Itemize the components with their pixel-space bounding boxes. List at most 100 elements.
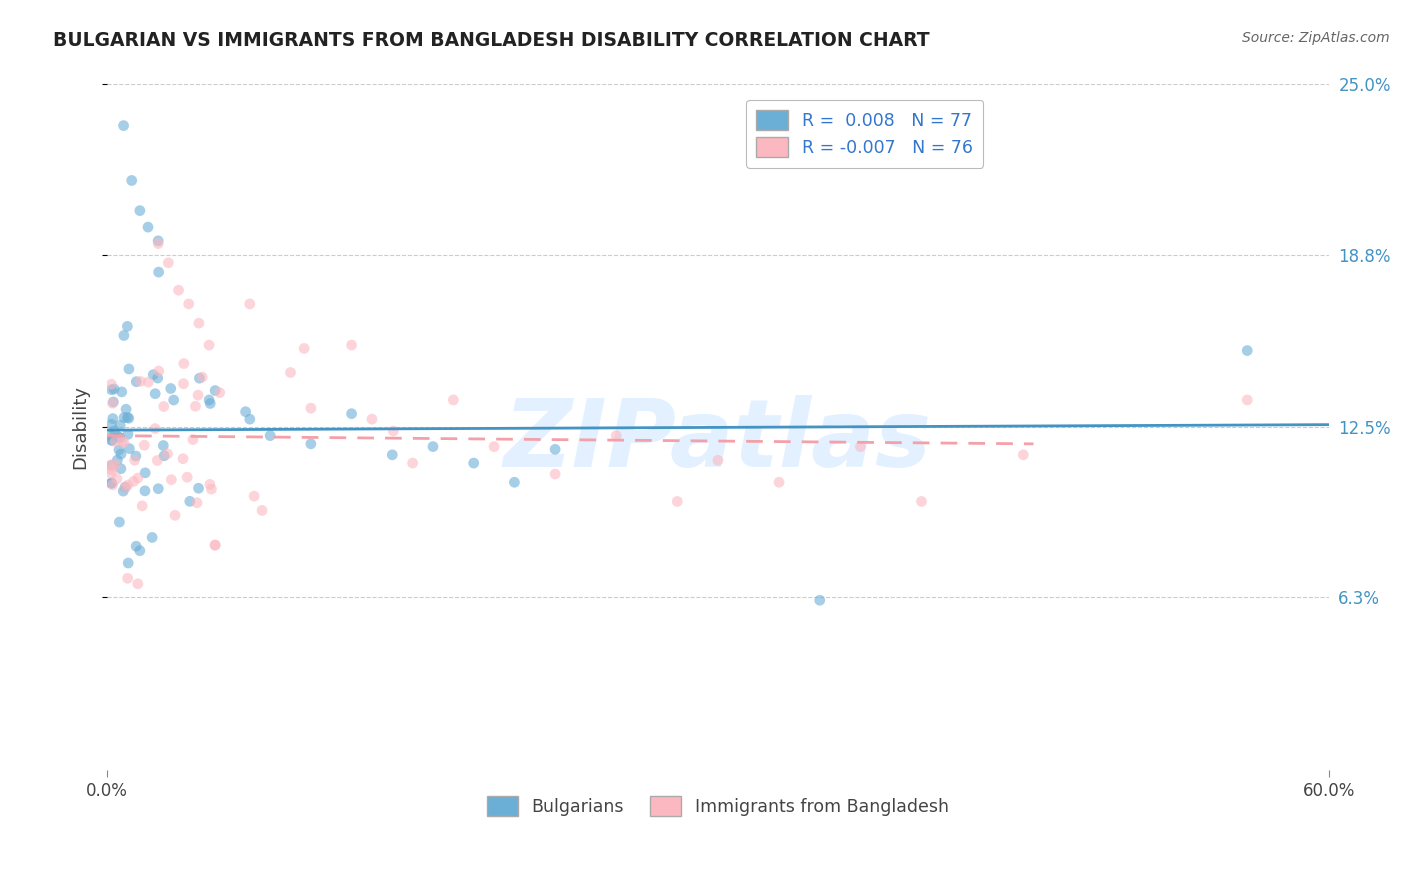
Point — [111, 434, 134, 449]
Point — [163, 392, 186, 407]
Point — [100, 377, 122, 392]
Point — [181, 433, 204, 447]
Point — [340, 338, 363, 352]
Point — [142, 368, 165, 382]
Point — [141, 531, 163, 545]
Point — [128, 543, 150, 558]
Point — [143, 421, 166, 435]
Point — [157, 256, 180, 270]
Point — [110, 461, 132, 475]
Point — [204, 538, 226, 552]
Point — [134, 483, 156, 498]
Point — [422, 440, 444, 454]
Point — [167, 283, 190, 297]
Point — [381, 448, 404, 462]
Point — [159, 382, 181, 396]
Point — [100, 428, 122, 442]
Point — [146, 453, 169, 467]
Point — [152, 400, 174, 414]
Point — [112, 410, 135, 425]
Point — [112, 119, 135, 133]
Point — [125, 539, 148, 553]
Point — [299, 401, 322, 416]
Point — [112, 328, 135, 343]
Point — [127, 576, 149, 591]
Point — [707, 453, 730, 467]
Point — [292, 342, 315, 356]
Point — [463, 456, 485, 470]
Point — [117, 319, 139, 334]
Point — [117, 571, 139, 585]
Point — [148, 234, 170, 248]
Point — [172, 376, 194, 391]
Point — [148, 236, 170, 251]
Point — [160, 473, 183, 487]
Point — [111, 384, 134, 399]
Point — [200, 482, 222, 496]
Point — [441, 392, 464, 407]
Point — [187, 388, 209, 402]
Point — [100, 434, 122, 448]
Point — [361, 412, 384, 426]
Point — [104, 458, 127, 472]
Point — [172, 451, 194, 466]
Point — [124, 453, 146, 467]
Point — [152, 438, 174, 452]
Point — [187, 316, 209, 330]
Point — [198, 338, 221, 352]
Point — [204, 384, 226, 398]
Point — [100, 467, 122, 481]
Point — [118, 442, 141, 456]
Point — [235, 405, 257, 419]
Point — [100, 458, 122, 472]
Point — [198, 477, 221, 491]
Point — [259, 428, 281, 442]
Point — [1012, 448, 1035, 462]
Point — [103, 382, 125, 396]
Point — [186, 496, 208, 510]
Point — [849, 440, 872, 454]
Point — [108, 418, 131, 433]
Point — [114, 480, 136, 494]
Point — [808, 593, 831, 607]
Point — [1236, 343, 1258, 358]
Point — [239, 412, 262, 426]
Point — [250, 503, 273, 517]
Point — [605, 428, 627, 442]
Point — [100, 458, 122, 473]
Point — [340, 407, 363, 421]
Y-axis label: Disability: Disability — [72, 385, 89, 469]
Point — [280, 366, 302, 380]
Point — [191, 370, 214, 384]
Point — [198, 392, 221, 407]
Point — [177, 297, 200, 311]
Point — [134, 466, 156, 480]
Point — [118, 411, 141, 425]
Point — [544, 442, 567, 457]
Point — [107, 430, 129, 444]
Point — [100, 476, 122, 491]
Point — [200, 396, 222, 410]
Text: BULGARIAN VS IMMIGRANTS FROM BANGLADESH DISABILITY CORRELATION CHART: BULGARIAN VS IMMIGRANTS FROM BANGLADESH … — [53, 31, 929, 50]
Point — [112, 484, 135, 499]
Point — [156, 447, 179, 461]
Text: ZIPatlas: ZIPatlas — [503, 395, 932, 487]
Point — [129, 375, 152, 389]
Point — [544, 467, 567, 481]
Point — [125, 375, 148, 389]
Point — [146, 371, 169, 385]
Point — [121, 173, 143, 187]
Point — [208, 385, 231, 400]
Point — [148, 364, 170, 378]
Point — [148, 265, 170, 279]
Point — [176, 470, 198, 484]
Point — [239, 297, 262, 311]
Point — [103, 424, 125, 438]
Point — [204, 538, 226, 552]
Point — [101, 396, 124, 410]
Point — [179, 494, 201, 508]
Point — [184, 399, 207, 413]
Point — [110, 447, 132, 461]
Point — [153, 449, 176, 463]
Point — [108, 515, 131, 529]
